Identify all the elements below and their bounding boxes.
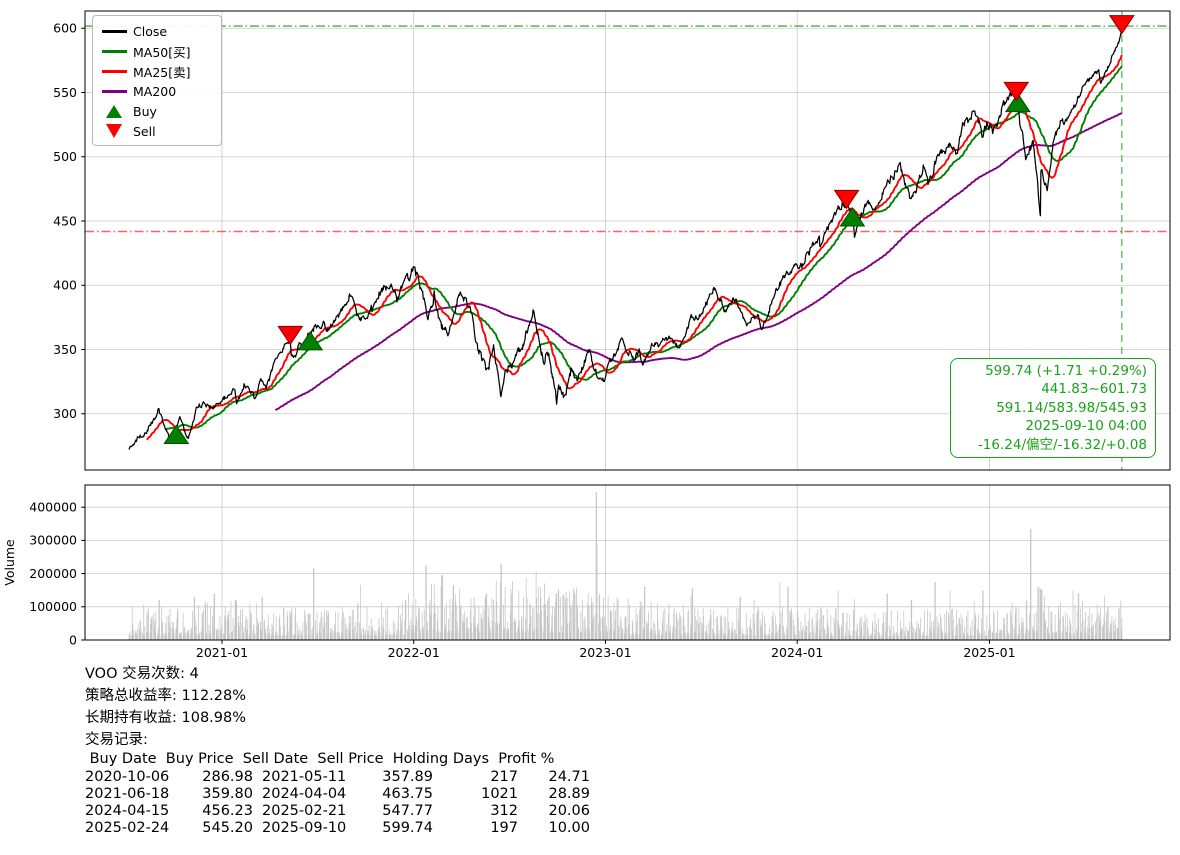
- price-tick-label: 500: [53, 149, 77, 164]
- date-tick-label: 2024-01: [771, 645, 823, 660]
- ma50-line: [164, 65, 1123, 431]
- trade-cell: 28.89: [548, 785, 590, 802]
- price-tick-label: 400: [53, 278, 77, 293]
- reference-lines: [85, 11, 1170, 470]
- sell-marker: [1003, 81, 1030, 102]
- volume-tick-label: 400000: [29, 500, 77, 515]
- ma200-line: [274, 112, 1123, 411]
- trade-cell: 217: [490, 768, 518, 785]
- buy-marker: [297, 331, 324, 351]
- legend-item-ma50: MA50[买]: [101, 41, 213, 61]
- ma200-line-swatch: [101, 89, 127, 93]
- sell-marker: [833, 189, 860, 210]
- trade-count-line: VOO 交易次数: 4: [85, 666, 199, 682]
- price-tick-label: 300: [53, 406, 77, 421]
- chart-legend: Close MA50[买] MA25[卖] MA200 Buy Sell: [92, 15, 222, 146]
- trade-cell: 2020-10-06: [85, 768, 170, 785]
- strategy-return-line: 策略总收益率: 112.28%: [85, 688, 247, 704]
- volume-tick-label: 0: [69, 632, 77, 647]
- volume-tick-label: 200000: [29, 566, 77, 581]
- ma50-line-swatch: [101, 49, 127, 53]
- trade-cell: 463.75: [382, 785, 433, 802]
- volume-tick-label: 300000: [29, 533, 77, 548]
- price-tick-label: 350: [53, 342, 77, 357]
- date-tick-label: 2022-01: [388, 645, 440, 660]
- trades-table: 2020-10-06 286.98 2021-05-11 357.89 217 24.71…: [85, 769, 590, 838]
- trade-cell: 2025-09-10: [262, 820, 347, 837]
- trade-cell: 456.23: [202, 802, 253, 819]
- trade-cell: 599.74: [382, 820, 433, 837]
- price-volume-chart: 300 350 400 450 500 550 600 0 100000 200000 300000…: [2, 10, 1171, 660]
- trade-cell: 357.89: [382, 768, 433, 785]
- volume-bars: [128, 492, 1123, 640]
- quote-annotation-box: 599.74 (+1.71 +0.29%) 441.83~601.73 591.…: [950, 358, 1156, 459]
- legend-item-close: Close: [101, 21, 213, 41]
- trade-cell: 2021-05-11: [262, 768, 347, 785]
- grid-lines: [85, 11, 1170, 640]
- trade-cell: 10.00: [548, 820, 590, 837]
- legend-label: MA200: [133, 83, 177, 99]
- trade-cell: 2021-06-18: [85, 785, 170, 802]
- date-tick-label: 2021-01: [196, 645, 248, 660]
- legend-label: MA25[卖]: [133, 64, 191, 80]
- trade-cell: 2024-04-04: [262, 785, 347, 802]
- buy-marker: [163, 424, 190, 444]
- close-line: [128, 28, 1123, 450]
- legend-item-ma200: MA200: [101, 81, 213, 101]
- sell-marker: [1108, 15, 1135, 35]
- date-tick-label: 2025-01: [963, 645, 1015, 660]
- close-line-swatch: [101, 29, 127, 33]
- legend-label: Close: [133, 23, 168, 39]
- trades-table-header: Buy Date Buy Price Sell Date Sell Price …: [85, 751, 555, 767]
- sell-marker: [277, 325, 304, 346]
- buy-triangle-icon: [101, 104, 127, 118]
- annotation-ma-line: 591.14/583.98/545.93: [996, 399, 1147, 416]
- legend-label: MA50[买]: [133, 44, 191, 60]
- trade-cell: 2025-02-21: [262, 802, 347, 819]
- date-tick-label: 2023-01: [579, 645, 631, 660]
- trade-cell: 24.71: [548, 768, 590, 785]
- trade-cell: 545.20: [202, 820, 253, 837]
- trade-cell: 312: [490, 802, 518, 819]
- volume-tick-label: 100000: [29, 599, 77, 614]
- annotation-datetime-line: 2025-09-10 04:00: [1025, 418, 1147, 435]
- buy-marker: [1004, 92, 1031, 113]
- volume-axis-label: Volume: [2, 539, 17, 586]
- price-tick-label: 450: [53, 213, 77, 228]
- legend-label: Sell: [133, 123, 156, 139]
- annotation-signal-line: -16.24/偏空/-16.32/+0.08: [977, 436, 1147, 453]
- annotation-price-line: 599.74 (+1.71 +0.29%): [985, 363, 1147, 379]
- trade-cell: 2024-04-15: [85, 802, 170, 819]
- trade-cell: 286.98: [202, 768, 253, 785]
- trade-cell: 1021: [481, 785, 518, 802]
- legend-label: Buy: [133, 103, 157, 119]
- annotation-range-line: 441.83~601.73: [1041, 381, 1147, 398]
- sell-triangle-icon: [101, 124, 127, 138]
- legend-item-ma25: MA25[卖]: [101, 61, 213, 81]
- trade-markers: [163, 15, 1135, 444]
- strategy-summary: VOO 交易次数: 4 策略总收益率: 112.28% 长期持有收益: 108.…: [85, 663, 590, 837]
- price-tick-label: 550: [53, 85, 77, 100]
- buy-marker: [839, 207, 866, 227]
- price-tick-label: 600: [53, 21, 77, 36]
- legend-item-buy: Buy: [101, 101, 213, 121]
- trade-cell: 2025-02-24: [85, 820, 170, 837]
- legend-item-sell: Sell: [101, 121, 213, 141]
- trade-cell: 547.77: [382, 802, 433, 819]
- trade-log-title: 交易记录:: [85, 732, 148, 748]
- trade-cell: 359.80: [202, 785, 253, 802]
- buyhold-return-line: 长期持有收益: 108.98%: [85, 710, 247, 726]
- trade-cell: 20.06: [548, 802, 590, 819]
- trade-cell: 197: [490, 820, 518, 837]
- axes: 300 350 400 450 500 550 600 0 100000 200000 300000…: [2, 10, 1171, 660]
- ma25-line-swatch: [101, 69, 127, 73]
